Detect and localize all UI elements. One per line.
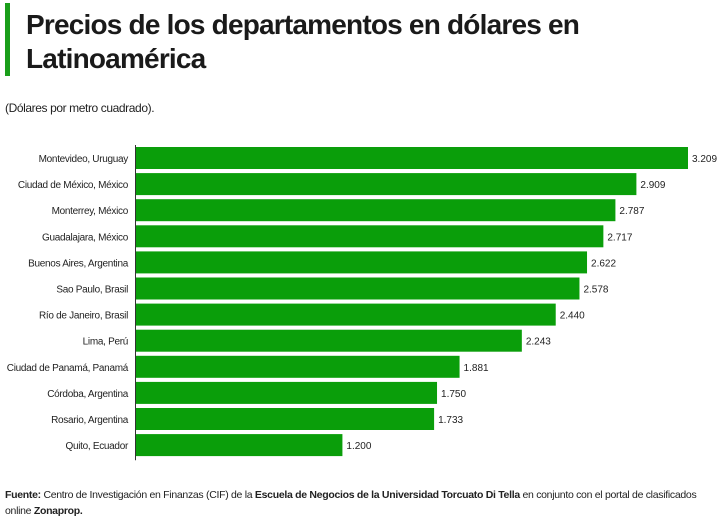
category-label: Quito, Ecuador [65, 441, 128, 452]
source-text-1: Centro de Investigación en Finanzas (CIF… [40, 489, 255, 501]
bar [136, 147, 688, 169]
category-label: Lima, Perú [83, 337, 128, 348]
value-label: 1.750 [441, 389, 466, 400]
chart-subtitle: (Dólares por metro cuadrado). [5, 101, 155, 115]
category-label: Córdoba, Argentina [47, 389, 129, 400]
bar [136, 434, 343, 457]
source-institution: Escuela de Negocios de la Universidad To… [254, 489, 520, 501]
value-label: 1.881 [464, 363, 489, 374]
bar [136, 277, 580, 300]
bar [136, 408, 435, 430]
value-label: 3.209 [692, 154, 717, 165]
bar [136, 355, 460, 378]
category-label: Sao Paulo, Brasil [56, 285, 128, 296]
value-label: 1.200 [346, 441, 371, 452]
value-label: 1.733 [438, 415, 463, 426]
bar [136, 303, 556, 326]
value-label: 2.622 [591, 258, 616, 269]
source-portal: Zonaprop. [33, 505, 83, 517]
chart-title: Precios de los departamentos en dólares … [26, 9, 580, 74]
bar [136, 225, 604, 248]
value-label: 2.440 [560, 311, 585, 322]
value-label: 2.578 [583, 285, 608, 296]
category-label: Ciudad de Panamá, Panamá [7, 363, 129, 374]
bar [136, 173, 637, 196]
title-accent-bar [5, 3, 10, 76]
bar [136, 199, 616, 222]
bar [136, 329, 522, 352]
bar [136, 381, 438, 404]
category-label: Montevideo, Uruguay [39, 154, 129, 165]
value-label: 2.243 [526, 337, 551, 348]
category-label: Monterrey, México [52, 206, 129, 217]
bar-chart: Montevideo, Uruguay 3.209 Ciudad de México… [7, 145, 717, 461]
category-label: Buenos Aires, Argentina [28, 258, 129, 269]
category-label: Guadalajara, México [42, 232, 129, 243]
value-label: 2.909 [640, 180, 665, 191]
bar [136, 251, 588, 274]
source-text-2: en conjunto con el portal de clasificado… [5, 489, 697, 517]
value-label: 2.787 [619, 206, 644, 217]
category-label: Rosario, Argentina [51, 415, 129, 426]
category-label: Río de Janeiro, Brasil [39, 311, 128, 322]
category-label: Ciudad de México, México [18, 180, 129, 191]
value-label: 2.717 [607, 232, 632, 243]
source-footer: Fuente: Centro de Investigación en Finan… [5, 487, 715, 519]
source-label: Fuente: [5, 489, 41, 501]
